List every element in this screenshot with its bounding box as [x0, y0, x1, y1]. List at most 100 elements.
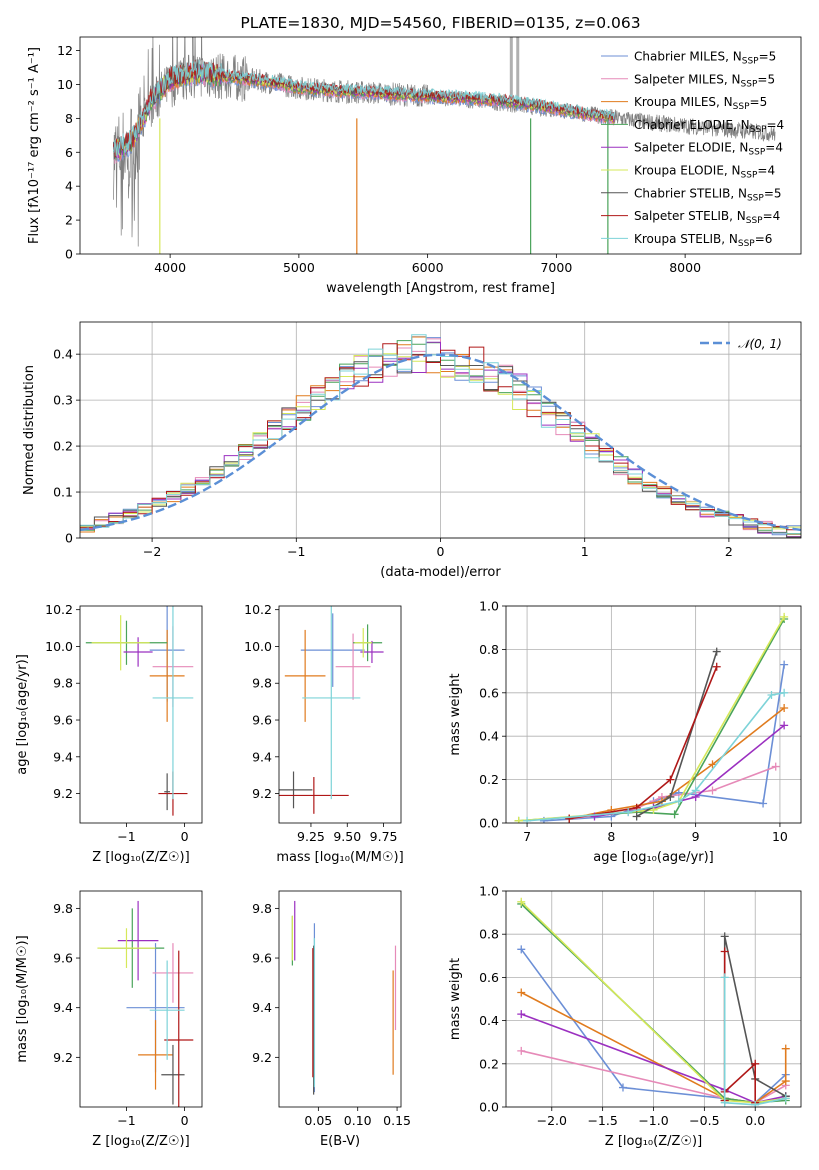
y-tick-label: 4: [65, 179, 73, 194]
x-tick-label: 9.50: [333, 829, 361, 844]
series-marker: [759, 799, 768, 808]
y-tick-label: 9.8: [252, 676, 272, 691]
mass-vs-age-plot: [279, 606, 384, 814]
x-tick-label: 1: [581, 544, 589, 559]
x-tick-label: 0.05: [304, 1113, 332, 1128]
age-vs-massweight-plot: [514, 612, 789, 823]
series-marker: [751, 1059, 760, 1068]
spectrum-legend: Chabrier MILES, NSSP=5 Salpeter MILES, NS…: [601, 50, 784, 249]
series-line-8: [569, 666, 718, 820]
y-tick-label: 0.4: [479, 1013, 499, 1028]
y-tick-label: 0.2: [479, 1056, 499, 1071]
x-tick-label: 9: [692, 829, 700, 844]
series-line-9: [723, 977, 786, 1106]
y-tick-label: 8: [65, 111, 73, 126]
y-axis-label: Flux [fλ10⁻¹⁷ erg cm⁻² s⁻¹ A⁻¹]: [27, 47, 42, 244]
x-tick-label: 7000: [540, 260, 572, 275]
Z-vs-massweight-frame: [505, 890, 802, 1108]
series-marker: [720, 947, 729, 956]
y-tick-label: 0.8: [479, 642, 499, 657]
Z-vs-mass-frame: [79, 890, 203, 1108]
errorbar-point-5: [117, 900, 159, 981]
x-tick-label: −2: [143, 544, 161, 559]
Z-vs-massweight-plot: [517, 897, 790, 1107]
legend-label-6: Kroupa ELODIE, NSSP=4: [634, 164, 775, 181]
chart-title: PLATE=1830, MJD=54560, FIBERID=0135, z=0…: [240, 14, 640, 32]
x-tick-label: 0.15: [383, 1113, 411, 1128]
series-marker: [771, 762, 780, 771]
y-tick-label: 2: [65, 213, 73, 228]
x-tick-label: 0.10: [344, 1113, 372, 1128]
x-tick-label: 6000: [412, 260, 444, 275]
series-marker: [781, 1077, 790, 1086]
x-axis-label: E(B-V): [320, 1134, 360, 1149]
Z-vs-age-frame: [79, 605, 203, 824]
series-marker: [618, 1083, 627, 1092]
x-tick-label: −1: [287, 544, 305, 559]
series-marker: [708, 786, 717, 795]
errorbar-point-2: [152, 943, 194, 1003]
series-marker: [712, 662, 721, 671]
series-marker: [517, 1046, 526, 1055]
x-tick-label: −1: [117, 829, 135, 844]
y-axis-label: age [log₁₀(age/yr)]: [15, 654, 30, 775]
series-marker: [720, 932, 729, 941]
y-tick-label: 0.2: [479, 772, 499, 787]
errorbar-point-5: [360, 640, 384, 664]
y-tick-label: 0.1: [53, 485, 73, 500]
series-line-5: [521, 1013, 786, 1104]
y-tick-label: 9.8: [252, 901, 272, 916]
x-tick-label: −1: [117, 1113, 135, 1128]
legend-label-2: Salpeter MILES, NSSP=5: [634, 72, 775, 89]
series-marker: [691, 786, 700, 795]
errorbar-point-9: [302, 606, 361, 800]
y-tick-label: 6: [65, 145, 73, 160]
age-vs-massweight-frame: [505, 605, 802, 824]
y-tick-label: 10.2: [244, 602, 272, 617]
x-tick-label: 0: [437, 544, 445, 559]
y-axis-label: Normed distribution: [22, 365, 37, 495]
y-tick-label: 0.3: [53, 393, 73, 408]
series-marker: [712, 647, 721, 656]
x-axis-label: Z [log₁₀(Z/Z☉)]: [605, 1134, 702, 1149]
y-tick-label: 9.4: [53, 749, 73, 764]
mass-vs-age-axes: 9.25 9.50 9.75 9.2 9.4 9.6 9.8 10.0 10.2 mass [lo…: [244, 602, 404, 865]
histogram-plot: [80, 334, 801, 538]
errorbar-point-7: [161, 1044, 185, 1105]
y-axis-label: mass weight: [448, 958, 463, 1040]
series-marker: [720, 1098, 729, 1107]
series-line-6: [520, 901, 786, 1104]
y-tick-label: 9.2: [53, 786, 73, 801]
y-tick-label: 9.2: [252, 786, 272, 801]
series-marker: [517, 945, 526, 954]
x-axis-label: Z [log₁₀(Z/Z☉)]: [92, 850, 189, 865]
series-marker: [523, 816, 532, 823]
age-vs-massweight-axes: 7 8 9 10 0.0 0.2 0.4 0.6 0.8 1.0 age [log₁₀(age/yr…: [448, 599, 801, 865]
y-tick-label: 9.6: [53, 951, 73, 966]
series-marker: [780, 688, 789, 697]
y-tick-label: 9.2: [53, 1050, 73, 1065]
errorbar-point-7: [164, 773, 171, 811]
y-tick-label: 1.0: [479, 599, 499, 614]
legend-label-4: Chabrier ELODIE, NSSP=4: [634, 118, 784, 135]
legend-label-9: Kroupa STELIB, NSSP=6: [634, 232, 772, 249]
histogram-frame: [79, 321, 802, 539]
y-tick-label: 9.2: [252, 1050, 272, 1065]
series-marker: [780, 703, 789, 712]
series-marker: [517, 988, 526, 997]
model-spectrum-9: [113, 59, 615, 156]
series-marker: [517, 1010, 526, 1019]
x-tick-label: 8000: [669, 260, 701, 275]
x-axis-label: age [log₁₀(age/yr)]: [593, 850, 714, 865]
spectrum-axes: 4000 5000 6000 7000 8000 0 2 4 6 8 10 12 wavelength …: [27, 43, 701, 296]
y-tick-label: 0.0: [479, 816, 499, 831]
series-line-6: [518, 616, 785, 822]
series-marker: [780, 612, 789, 621]
Z-vs-mass-plot: [97, 900, 194, 1107]
y-tick-label: 0.4: [53, 347, 73, 362]
y-tick-label: 0.8: [479, 927, 499, 942]
y-tick-label: 9.6: [252, 951, 272, 966]
gaussian-curve: [80, 353, 801, 532]
Z-vs-age-axes: −1 0 9.2 9.4 9.6 9.8 10.0 10.2 Z [log₁₀(Z/Z☉)] ag…: [15, 602, 190, 865]
y-tick-label: 10.0: [45, 639, 73, 654]
